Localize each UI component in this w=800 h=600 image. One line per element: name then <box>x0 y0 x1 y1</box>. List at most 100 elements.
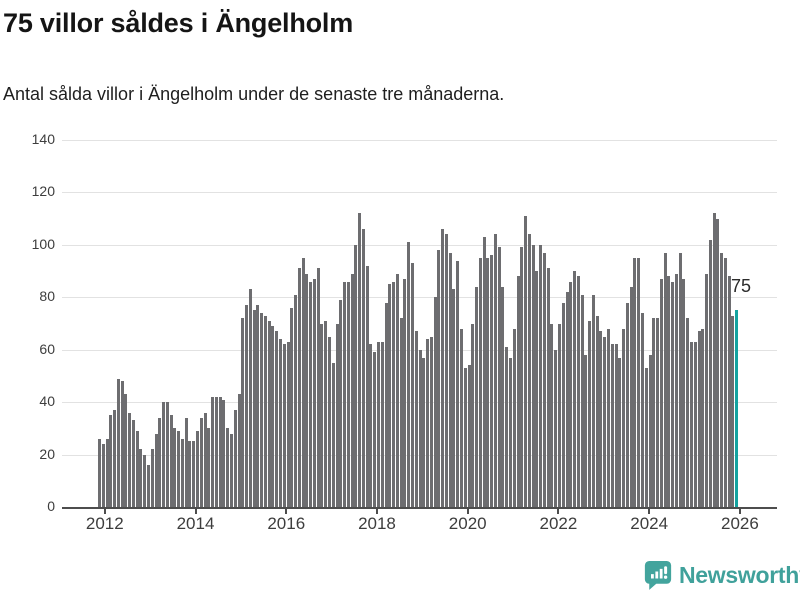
gridline-y-80 <box>62 297 777 299</box>
bar-month <box>433 297 437 507</box>
bar-month <box>388 284 392 507</box>
bar-month <box>520 247 524 507</box>
bar-month <box>667 276 671 507</box>
bar-month <box>275 331 279 507</box>
bar-month <box>346 281 350 507</box>
bar-month <box>180 438 184 507</box>
bar-month <box>162 402 166 507</box>
bar-month <box>422 357 426 507</box>
bar-month <box>633 257 637 507</box>
bar-month <box>569 281 573 507</box>
bar-month <box>539 244 543 507</box>
bar-month <box>188 441 192 507</box>
bar-month <box>716 218 720 507</box>
bar-month <box>365 265 369 507</box>
bar-month <box>656 318 660 507</box>
bar-month <box>580 294 584 507</box>
x-axis-tick <box>466 509 469 514</box>
bar-month <box>267 320 271 507</box>
bar-month <box>550 323 554 507</box>
bar-month <box>252 310 256 507</box>
bar-month <box>701 328 705 507</box>
bar-month <box>196 430 200 507</box>
bar-month <box>437 250 441 507</box>
bar-month <box>497 247 501 507</box>
footer-brand-link[interactable]: Newsworthy <box>644 560 800 590</box>
bar-month <box>720 252 724 507</box>
bar-month <box>320 323 324 507</box>
bar-month <box>459 328 463 507</box>
bar-month <box>309 281 313 507</box>
bar-month <box>410 263 414 507</box>
bar-month <box>384 302 388 507</box>
bar-month <box>218 396 222 507</box>
x-axis-label: 2016 <box>267 514 306 533</box>
bar-month <box>527 234 531 507</box>
bar-month <box>471 323 475 507</box>
bar-month <box>697 331 701 507</box>
bar-month <box>282 344 286 507</box>
y-axis-label: 20 <box>39 445 55 462</box>
bar-month <box>678 252 682 507</box>
chart-title: 75 villor såldes i Ängelholm <box>3 8 354 38</box>
bar-month <box>607 328 611 507</box>
bar-month <box>467 365 471 507</box>
bar-month <box>505 347 509 507</box>
x-axis-tick <box>648 509 651 514</box>
bar-month <box>150 449 154 507</box>
bar-month <box>128 412 132 507</box>
bar-month <box>214 396 218 507</box>
bar-month <box>294 294 298 507</box>
bar-month <box>297 268 301 507</box>
bar-month <box>599 331 603 507</box>
bar-month <box>682 278 686 507</box>
bar-month <box>139 449 143 507</box>
bar-month <box>226 428 230 507</box>
bar-month <box>135 430 139 507</box>
x-axis-tick <box>557 509 560 514</box>
bar-month <box>640 313 644 507</box>
bar-month <box>101 444 105 507</box>
bar-month <box>113 410 117 507</box>
y-axis-label: 60 <box>39 340 55 357</box>
bar-month <box>603 336 607 507</box>
bar-month <box>339 299 343 507</box>
bar-month <box>535 271 539 507</box>
bar-month <box>625 302 629 507</box>
bar-month <box>154 433 158 507</box>
bar-month <box>199 417 203 507</box>
bar-month <box>531 244 535 507</box>
bar-month <box>463 368 467 507</box>
bar-month <box>659 278 663 507</box>
bar-month <box>324 320 328 507</box>
bar-month <box>452 289 456 507</box>
bar-month <box>350 273 354 507</box>
bar-month <box>591 294 595 507</box>
y-axis-label: 140 <box>31 131 55 147</box>
bar-month <box>486 257 490 507</box>
bar-month <box>490 255 494 507</box>
bar-month <box>369 344 373 507</box>
bar-month <box>328 336 331 507</box>
bar-month <box>573 271 577 507</box>
bar-month <box>610 344 614 507</box>
bar-month <box>207 428 211 507</box>
bar-month <box>147 465 151 507</box>
bar-month <box>561 302 565 507</box>
bar-month <box>380 341 384 507</box>
bar-month <box>705 273 709 507</box>
bar-month <box>618 357 622 507</box>
x-axis-line <box>62 507 777 509</box>
x-axis-label: 2014 <box>176 514 215 533</box>
bar-month <box>622 328 626 507</box>
bar-month <box>708 239 712 507</box>
gridline-y-120 <box>62 192 777 194</box>
bar-month <box>124 394 128 507</box>
bar-month <box>429 336 433 507</box>
bar-month <box>516 276 520 507</box>
bar-month <box>105 438 109 507</box>
bar-month <box>377 341 381 507</box>
bar-month <box>203 412 207 507</box>
